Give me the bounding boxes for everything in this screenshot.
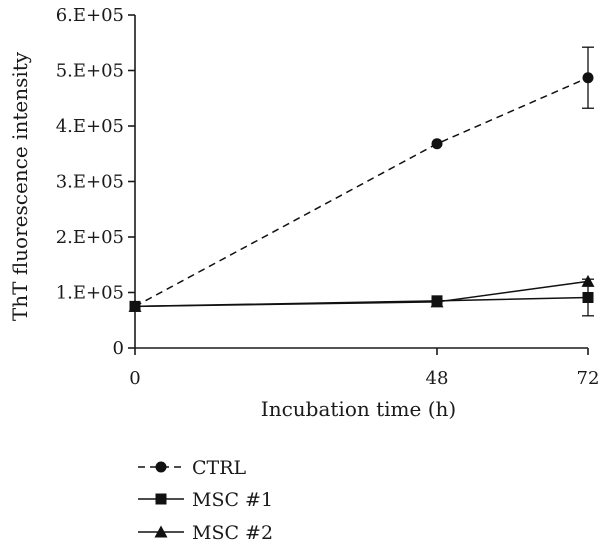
data-point xyxy=(431,138,443,150)
axes: 0 1.E+05 2.E+05 3.E+05 4.E+05 5.E+05 6.E+05 0 48… xyxy=(56,5,600,389)
y-tick-label: 6.E+05 xyxy=(56,5,124,26)
legend-label: CTRL xyxy=(192,457,247,479)
series-layer xyxy=(128,46,595,317)
y-tick-label: 1.E+05 xyxy=(56,283,124,304)
y-tick-label: 2.E+05 xyxy=(56,227,124,248)
x-tick-label: 72 xyxy=(577,368,600,389)
legend-item-msc-2: MSC #2 xyxy=(138,522,273,544)
data-point xyxy=(582,72,594,84)
legend-label: MSC #1 xyxy=(192,489,273,511)
y-tick-label: 3.E+05 xyxy=(56,172,124,193)
data-point xyxy=(581,274,595,287)
x-tick-label: 48 xyxy=(426,368,449,389)
series-line xyxy=(134,280,589,308)
data-point xyxy=(430,295,444,308)
series-ctrl xyxy=(129,46,594,312)
legend-label: MSC #2 xyxy=(192,522,273,544)
legend-marker xyxy=(155,493,167,505)
y-tick-label: 4.E+05 xyxy=(56,116,124,137)
legend-item-msc-1: MSC #1 xyxy=(138,489,273,511)
legend-marker xyxy=(155,461,167,473)
series-msc-2 xyxy=(128,274,595,312)
data-point xyxy=(582,291,594,303)
series-msc-1 xyxy=(129,278,594,317)
legend: CTRL MSC #1 MSC #2 xyxy=(138,457,273,544)
x-tick-label: 0 xyxy=(129,368,140,389)
series-line xyxy=(134,77,589,308)
y-axis-title: ThT fluorescence intensity xyxy=(8,51,32,321)
y-tick-label: 0 xyxy=(113,338,124,359)
legend-marker xyxy=(154,525,168,538)
y-tick-label: 5.E+05 xyxy=(56,61,124,82)
legend-item-ctrl: CTRL xyxy=(138,457,247,479)
data-point xyxy=(128,299,142,312)
x-axis-title: Incubation time (h) xyxy=(261,397,456,421)
